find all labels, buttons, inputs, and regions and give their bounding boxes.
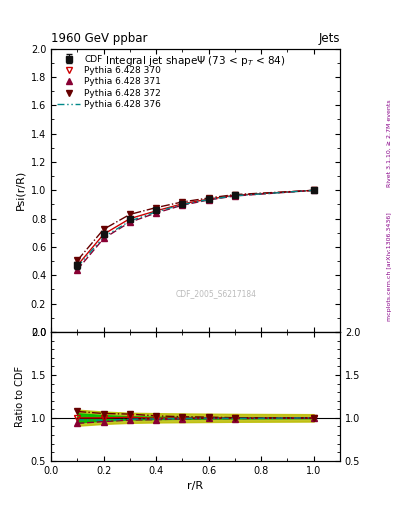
Pythia 6.428 376 [206,197,211,203]
Pythia 6.428 376 [101,234,106,240]
Pythia 6.428 372 [180,199,185,205]
Text: Jets: Jets [318,32,340,45]
Pythia 6.428 372 [101,226,106,232]
Pythia 6.428 371 [154,210,158,216]
Pythia 6.428 370 [154,208,158,214]
Line: Pythia 6.428 371: Pythia 6.428 371 [75,187,316,272]
Pythia 6.428 376 [75,264,80,270]
Y-axis label: Ratio to CDF: Ratio to CDF [15,366,25,427]
Pythia 6.428 372 [75,258,80,264]
Pythia 6.428 371 [101,236,106,242]
Pythia 6.428 370 [75,262,80,268]
Pythia 6.428 372 [127,211,132,218]
Pythia 6.428 376 [127,218,132,224]
Pythia 6.428 370 [311,187,316,194]
Line: Pythia 6.428 372: Pythia 6.428 372 [75,187,316,263]
Text: 1960 GeV ppbar: 1960 GeV ppbar [51,32,148,45]
Legend: CDF, Pythia 6.428 370, Pythia 6.428 371, Pythia 6.428 372, Pythia 6.428 376: CDF, Pythia 6.428 370, Pythia 6.428 371,… [55,53,163,111]
Pythia 6.428 371 [206,197,211,203]
Pythia 6.428 371 [75,267,80,273]
Pythia 6.428 376 [180,201,185,207]
Pythia 6.428 371 [180,202,185,208]
Pythia 6.428 370 [101,231,106,238]
Pythia 6.428 371 [311,187,316,194]
Pythia 6.428 376 [233,193,237,199]
Text: CDF_2005_S6217184: CDF_2005_S6217184 [175,289,256,298]
Pythia 6.428 370 [206,196,211,202]
Line: Pythia 6.428 376: Pythia 6.428 376 [77,190,314,267]
Text: mcplots.cern.ch [arXiv:1306.3436]: mcplots.cern.ch [arXiv:1306.3436] [387,212,392,321]
Y-axis label: Psi(r/R): Psi(r/R) [15,170,25,210]
Pythia 6.428 370 [233,192,237,198]
Pythia 6.428 376 [311,187,316,194]
Pythia 6.428 372 [233,191,237,198]
Pythia 6.428 376 [154,209,158,215]
Pythia 6.428 372 [311,187,316,194]
Text: Integral jet shapeΨ (73 < p$_T$ < 84): Integral jet shapeΨ (73 < p$_T$ < 84) [105,54,286,68]
Text: Rivet 3.1.10, ≥ 2.7M events: Rivet 3.1.10, ≥ 2.7M events [387,99,392,187]
Pythia 6.428 370 [180,201,185,207]
Pythia 6.428 372 [206,195,211,201]
Line: Pythia 6.428 370: Pythia 6.428 370 [75,187,316,268]
Pythia 6.428 371 [233,193,237,199]
Pythia 6.428 370 [127,216,132,222]
Pythia 6.428 371 [127,219,132,225]
Pythia 6.428 372 [154,204,158,210]
X-axis label: r/R: r/R [187,481,204,491]
